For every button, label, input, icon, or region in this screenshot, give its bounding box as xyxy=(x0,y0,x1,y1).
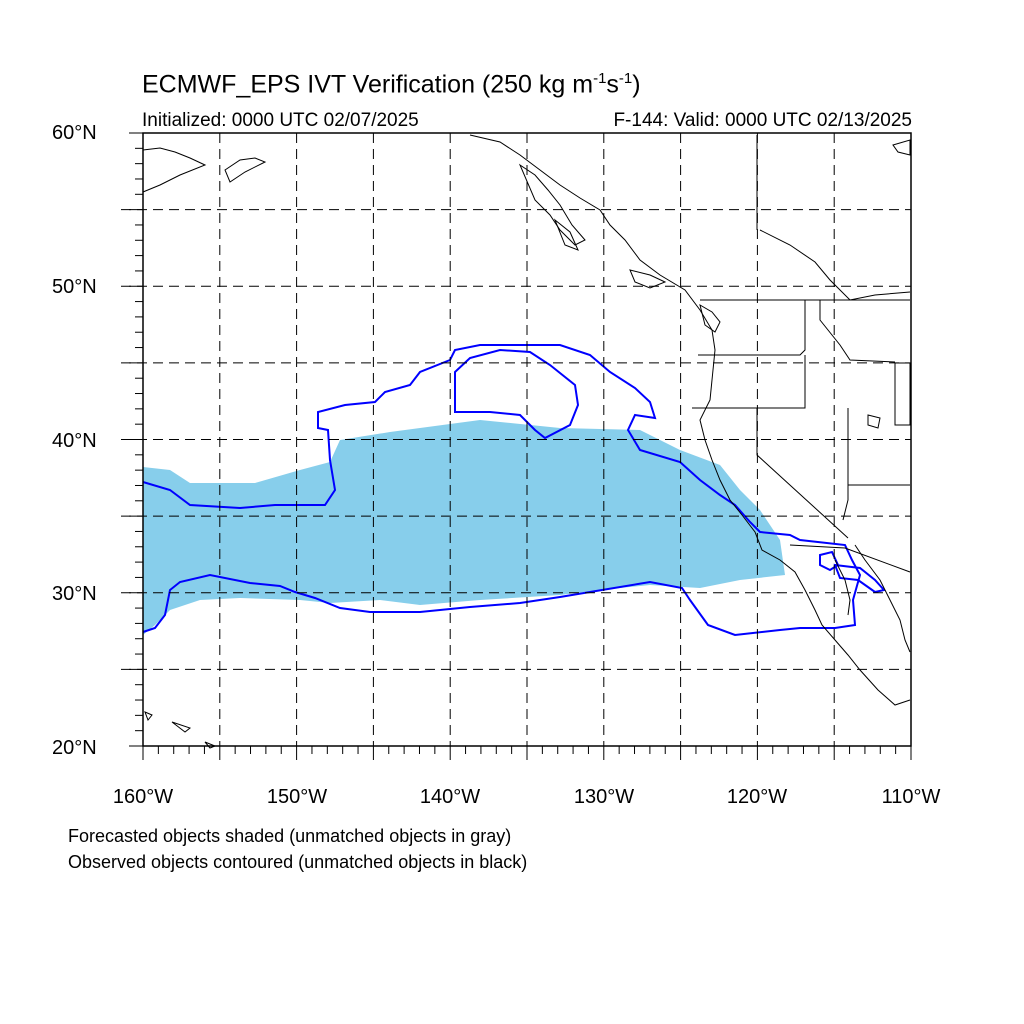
lat-label-60n: 60°N xyxy=(52,122,97,144)
lon-label-160w: 160°W xyxy=(112,786,174,808)
lon-label-110w: 110°W xyxy=(881,786,941,808)
title-exponent-2: -1 xyxy=(618,70,633,87)
lat-label-50n: 50°N xyxy=(52,276,97,298)
lat-label-20n: 20°N xyxy=(52,737,97,759)
title-exponent-1: -1 xyxy=(593,70,607,87)
lon-label-130w: 130°W xyxy=(573,786,635,808)
footnote-observed: Observed objects contoured (unmatched ob… xyxy=(68,852,528,872)
map-title: ECMWF_EPS IVT Verification (250 kg m-1s-… xyxy=(142,70,641,99)
lat-label-30n: 30°N xyxy=(52,583,97,605)
lat-lon-grid xyxy=(121,133,911,746)
title-mid: s xyxy=(606,70,619,99)
lon-label-150w: 150°W xyxy=(266,786,328,808)
title-close: ) xyxy=(632,70,641,99)
title-main: ECMWF_EPS IVT Verification (250 kg m xyxy=(142,70,594,99)
coastlines xyxy=(142,134,911,749)
observed-ivt-contour xyxy=(142,344,862,637)
footnote-forecast: Forecasted objects shaded (unmatched obj… xyxy=(68,826,512,846)
observed-inner-contour xyxy=(454,348,580,440)
lon-label-120w: 120°W xyxy=(726,786,788,808)
axis-ticks xyxy=(129,132,912,760)
initialized-time: Initialized: 0000 UTC 02/07/2025 xyxy=(142,110,419,131)
forecast-ivt-object xyxy=(143,420,785,635)
lon-label-140w: 140°W xyxy=(419,786,481,808)
valid-time: F-144: Valid: 0000 UTC 02/13/2025 xyxy=(613,110,912,131)
lat-label-40n: 40°N xyxy=(52,430,97,452)
